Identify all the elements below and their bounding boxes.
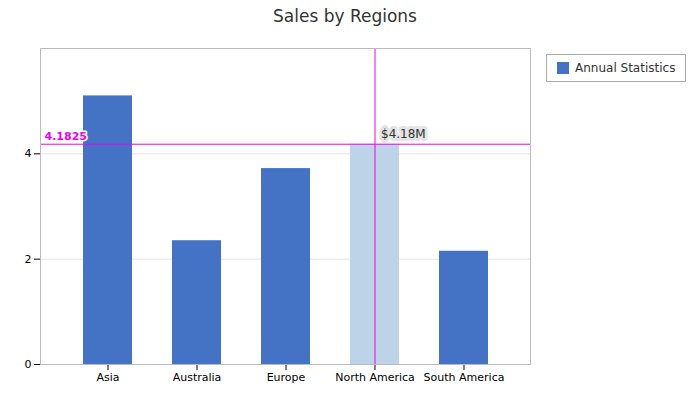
svg-text:0: 0: [25, 358, 32, 371]
svg-text:4: 4: [25, 147, 32, 160]
html-text:Sales by Regions: Sales by Regions: [273, 6, 417, 26]
html-text:Annual Statistics: Annual Statistics: [575, 61, 676, 75]
svg-text:2: 2: [25, 253, 32, 266]
svg-text:South America: South America: [424, 371, 505, 384]
svg-text:Europe: Europe: [267, 371, 306, 384]
svg-text:$4.18M: $4.18M: [381, 127, 426, 141]
svg-text:4.1825: 4.1825: [45, 130, 87, 143]
svg-text:North America: North America: [335, 371, 415, 384]
svg-text:Asia: Asia: [96, 371, 119, 384]
svg-text:Australia: Australia: [173, 371, 222, 384]
